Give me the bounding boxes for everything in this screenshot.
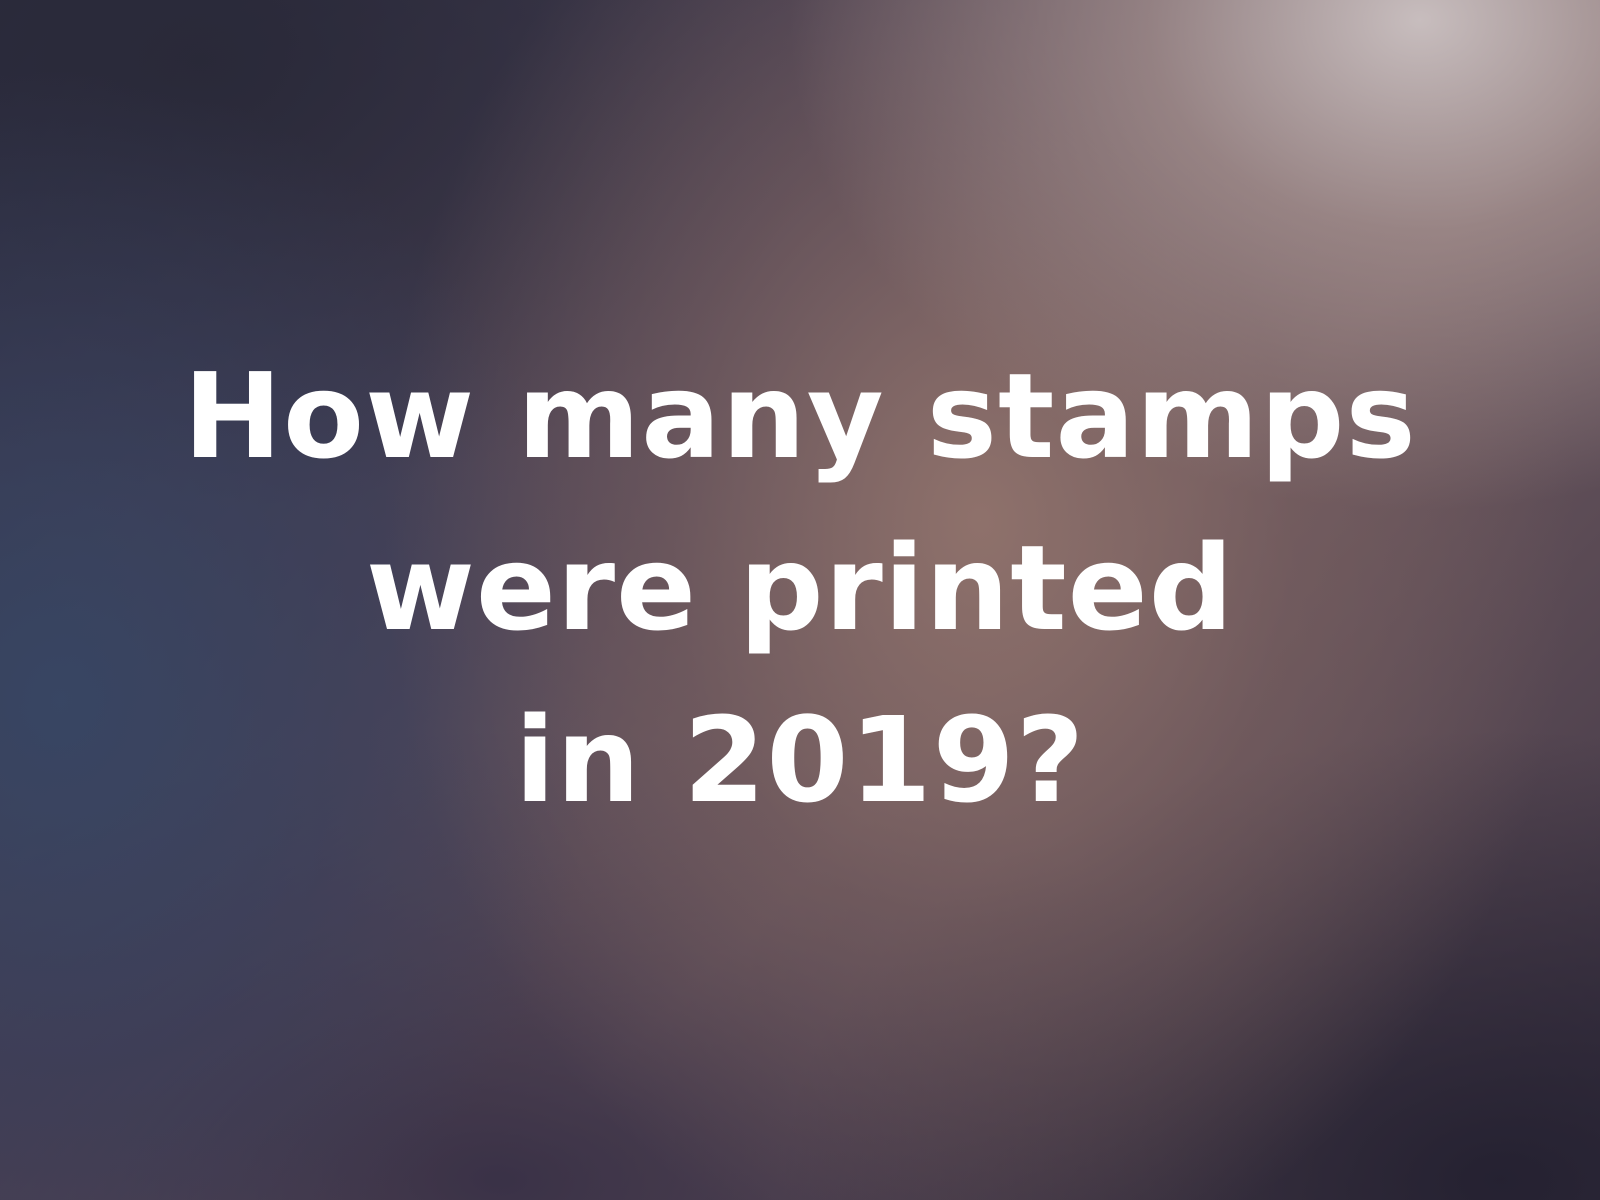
question-text: How many stamps were printed in 2019? (0, 330, 1600, 846)
question-line-1: How many stamps (183, 347, 1417, 485)
question-line-3: in 2019? (514, 691, 1086, 829)
question-line-2: were printed (365, 519, 1235, 657)
